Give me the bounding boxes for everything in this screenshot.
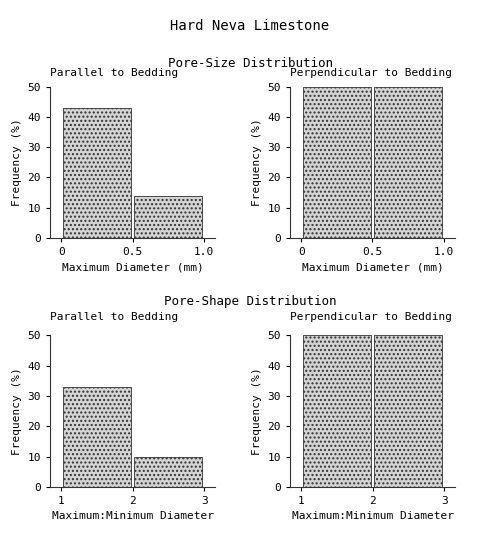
Text: Perpendicular to Bedding: Perpendicular to Bedding [290,69,452,78]
Bar [63,108,130,238]
Y-axis label: Frequency (%): Frequency (%) [12,118,22,206]
Bar [303,87,370,238]
Text: Hard Neva Limestone: Hard Neva Limestone [170,19,330,33]
Bar [134,196,202,238]
Text: Parallel to Bedding: Parallel to Bedding [50,69,178,78]
X-axis label: Maximum Diameter (mm): Maximum Diameter (mm) [62,262,204,273]
X-axis label: Maximum:Minimum Diameter: Maximum:Minimum Diameter [52,511,214,522]
Bar [302,335,370,487]
Y-axis label: Frequency (%): Frequency (%) [252,367,262,455]
Y-axis label: Frequency (%): Frequency (%) [252,118,262,206]
Bar [374,335,442,487]
Bar [62,387,130,487]
Bar [134,457,202,487]
Text: Pore-Shape Distribution: Pore-Shape Distribution [164,295,336,308]
Bar [374,87,442,238]
Text: Parallel to Bedding: Parallel to Bedding [50,312,178,322]
Text: Perpendicular to Bedding: Perpendicular to Bedding [290,312,452,322]
X-axis label: Maximum Diameter (mm): Maximum Diameter (mm) [302,262,444,273]
Y-axis label: Frequency (%): Frequency (%) [12,367,22,455]
Text: Pore-Size Distribution: Pore-Size Distribution [168,57,332,70]
X-axis label: Maximum:Minimum Diameter: Maximum:Minimum Diameter [292,511,454,522]
